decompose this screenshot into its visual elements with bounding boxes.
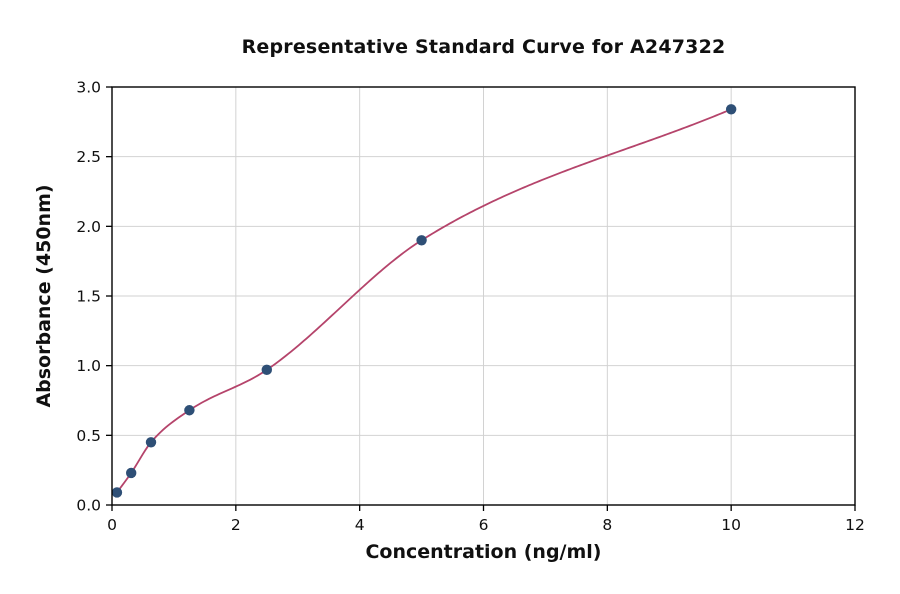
chart-title: Representative Standard Curve for A24732… <box>241 36 726 58</box>
data-point <box>111 487 123 498</box>
data-point <box>725 104 737 115</box>
y-tick-label: 0.5 <box>76 427 101 445</box>
x-tick-label: 12 <box>845 516 865 534</box>
data-point <box>125 467 137 479</box>
data-point <box>261 364 272 376</box>
x-tick-label: 0 <box>107 516 117 534</box>
y-tick-label: 1.0 <box>76 357 101 375</box>
data-point <box>416 235 427 246</box>
x-tick-label: 4 <box>355 516 365 534</box>
y-tick-label: 0.0 <box>76 497 101 515</box>
y-tick-label: 3.0 <box>76 79 101 97</box>
x-tick-label: 8 <box>602 516 612 534</box>
y-tick-label: 1.5 <box>76 288 101 306</box>
x-tick-label: 2 <box>231 516 241 534</box>
data-point <box>145 437 157 448</box>
y-tick-label: 2.5 <box>76 148 101 166</box>
x-tick-label: 10 <box>721 516 741 534</box>
y-axis-label: Absorbance (450nm) <box>33 184 55 408</box>
y-tick-label: 2.0 <box>76 218 101 236</box>
x-tick-label: 6 <box>479 516 489 534</box>
data-point <box>184 405 195 416</box>
x-axis-label: Concentration (ng/ml) <box>365 541 602 563</box>
